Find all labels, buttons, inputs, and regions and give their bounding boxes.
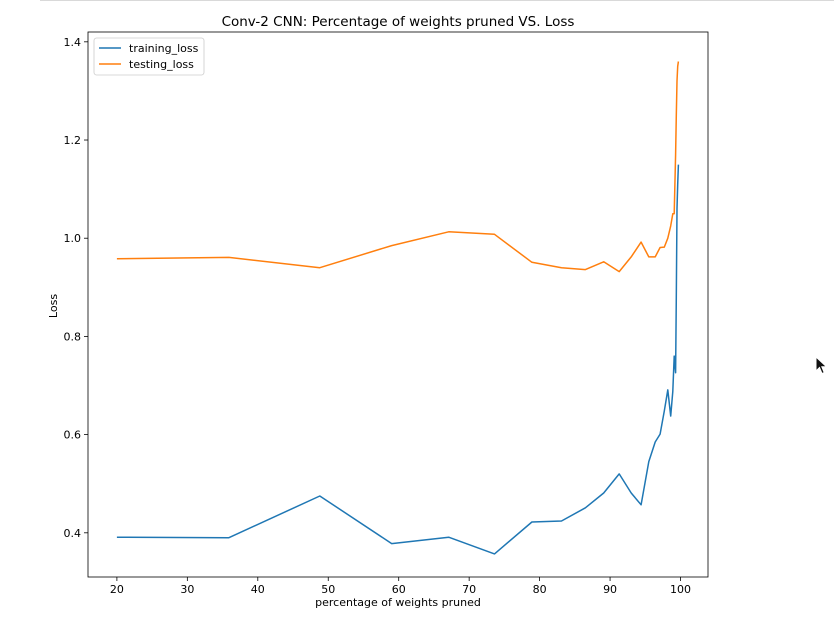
- plot-area: 20 30 40 50 60 70 80 90 100 0.4 0.6 0.8 1.0 1.2 1.4: [64, 31, 709, 596]
- axes-frame: [87, 31, 709, 578]
- top-border: [40, 0, 834, 1]
- x-tick-label: 20: [110, 583, 124, 596]
- y-tick-label: 1.2: [64, 134, 82, 147]
- x-tick-label: 60: [392, 583, 406, 596]
- x-tick-label: 80: [533, 583, 547, 596]
- y-tick-label: 1.0: [64, 232, 82, 245]
- mouse-pointer-icon: [815, 356, 828, 375]
- x-tick-label: 70: [462, 583, 476, 596]
- y-tick-label: 0.8: [64, 330, 82, 343]
- legend-label-training_loss: training_loss: [129, 42, 199, 55]
- x-tick-label: 100: [670, 583, 691, 596]
- x-tick-label: 50: [321, 583, 335, 596]
- x-tick-label: 90: [603, 583, 617, 596]
- y-axis-label: Loss: [47, 294, 60, 318]
- y-tick-label: 0.6: [64, 429, 82, 442]
- series-line-training_loss: [116, 164, 680, 555]
- y-tick-label: 1.4: [64, 36, 82, 49]
- x-axis-label: percentage of weights pruned: [315, 596, 481, 609]
- y-tick-label: 0.4: [64, 527, 82, 540]
- legend-box: [93, 37, 205, 76]
- x-tick-label: 30: [180, 583, 194, 596]
- series-line-testing_loss: [116, 61, 680, 273]
- legend-label-testing_loss: testing_loss: [129, 58, 194, 71]
- x-tick-label: 40: [251, 583, 265, 596]
- chart-title: Conv-2 CNN: Percentage of weights pruned…: [222, 14, 575, 30]
- legend: training_loss testing_loss: [93, 37, 205, 76]
